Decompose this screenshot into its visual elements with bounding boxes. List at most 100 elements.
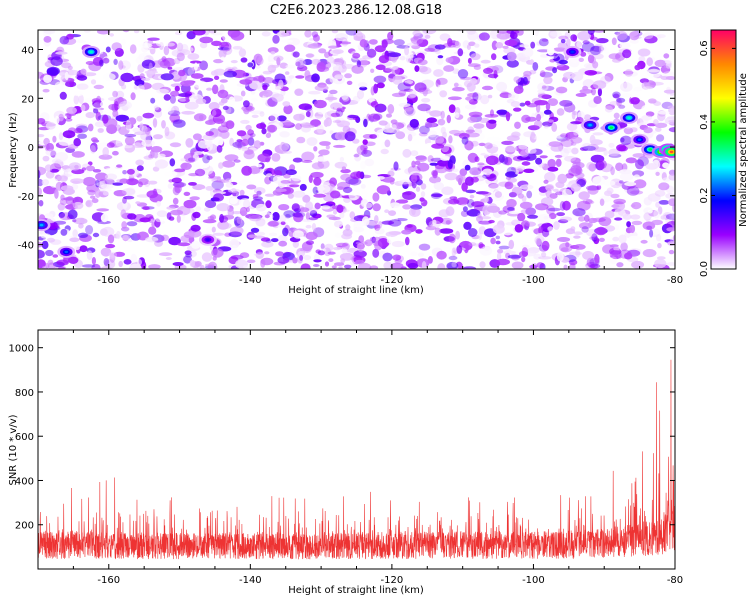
spectrogram-cell: [575, 172, 585, 179]
spectrogram-cell: [633, 179, 647, 189]
spectrogram-cell: [373, 83, 378, 94]
spectrogram-cell: [177, 93, 192, 97]
spectrogram-cell: [155, 216, 165, 223]
spectrogram-cell: [87, 123, 94, 132]
spectrogram-cell: [630, 204, 636, 208]
spectrogram-cell: [268, 232, 278, 236]
spectrogram-cell: [655, 122, 668, 128]
spectrogram-cell: [239, 206, 248, 217]
spectrogram-cell: [547, 119, 554, 123]
spectrogram-cell: [513, 85, 524, 95]
spectrogram-hotspot: [648, 148, 652, 151]
spectrogram-cell: [439, 228, 454, 234]
spectrogram-cell: [325, 145, 330, 150]
spectrogram-cell: [112, 109, 119, 118]
spectrogram-cell: [405, 236, 410, 246]
spectrogram-cell: [57, 202, 66, 211]
spectrogram-cell: [547, 166, 559, 172]
spectrogram-cell: [517, 155, 531, 161]
spectrogram-cell: [279, 214, 287, 223]
spectrogram-cell: [485, 155, 499, 166]
spectrogram-cell: [542, 228, 550, 238]
spectrogram-cell: [471, 132, 485, 141]
spectrogram-cell: [543, 109, 552, 115]
spectrogram-cell: [460, 210, 469, 218]
spectrogram-cell: [253, 187, 266, 195]
spectrogram-cell: [176, 214, 181, 223]
spectrogram-cell: [614, 208, 626, 219]
spectrogram-cell: [541, 38, 549, 42]
spectrogram-cell: [311, 162, 325, 170]
spectrogram-cell: [520, 208, 535, 215]
spectrogram-cell: [211, 40, 222, 47]
spectrogram-cell: [392, 254, 402, 261]
spectrogram-cell: [304, 30, 312, 38]
spectrogram-cell: [588, 217, 598, 224]
spectrogram-cell: [172, 119, 186, 128]
spectrogram-cell: [333, 262, 345, 266]
spectrogram-cell: [364, 239, 373, 247]
spectrogram-cell: [418, 132, 428, 137]
spectrogram-cell: [507, 207, 515, 211]
spectrogram-cell: [243, 150, 255, 160]
spectrogram-cell: [332, 49, 344, 54]
spectrogram-cell: [279, 131, 290, 138]
spectrogram-cell: [292, 240, 299, 248]
spectrogram-cell: [218, 222, 232, 229]
spectrogram-cell: [572, 34, 577, 43]
spectrogram-cell: [45, 171, 55, 179]
spectrogram-cell: [148, 62, 153, 72]
spectrogram-cell: [624, 69, 633, 77]
spectrogram-cell: [309, 210, 318, 217]
spectrogram-cell: [261, 127, 267, 135]
spectrogram-cell: [438, 209, 450, 218]
spectrogram-cell: [614, 217, 623, 221]
spectrogram-cell: [560, 247, 569, 252]
spectrogram-cell: [207, 216, 215, 220]
spectrogram-cell: [105, 244, 116, 249]
spectrogram-cell: [583, 114, 592, 121]
spectrogram-cell: [475, 191, 489, 195]
spectrogram-cell: [467, 92, 479, 98]
spectrogram-cell: [169, 142, 182, 148]
spectrogram-cell: [496, 81, 508, 92]
spectrogram-cell: [370, 101, 379, 108]
spectrogram-cell: [313, 259, 322, 263]
spectrogram-cell: [471, 170, 479, 175]
spectrogram-cell: [474, 128, 483, 135]
spectrogram-cell: [187, 53, 200, 60]
spectrogram-cell: [551, 122, 558, 132]
spectrogram-cell: [495, 235, 500, 240]
spectrogram-cell: [449, 129, 461, 135]
spectrogram-cell: [85, 112, 95, 119]
spectrogram-cell: [344, 131, 356, 142]
spectrogram-cell: [391, 240, 405, 248]
spectrogram-cell: [378, 221, 383, 229]
spectrogram-cell: [307, 43, 322, 49]
spectrogram-cell: [266, 173, 273, 178]
spectrogram-cell: [473, 123, 485, 129]
spectrogram-cell: [514, 224, 524, 233]
spectrogram-cell: [505, 176, 512, 180]
spectrogram-cell: [534, 100, 548, 106]
spectrogram-cell: [582, 145, 596, 151]
spectrogram-cell: [280, 180, 291, 184]
spectrogram-cell: [100, 247, 112, 257]
spectrogram-cell: [353, 250, 367, 258]
spectrogram-cell: [126, 178, 139, 186]
spectrogram-cell: [124, 143, 136, 153]
spectrogram-cell: [271, 64, 280, 68]
spectrogram-cell: [556, 237, 571, 242]
spectrogram-cell: [301, 151, 315, 162]
spectrogram-cell: [355, 259, 365, 265]
spectrogram-cell: [353, 153, 360, 158]
y-tick-label: 0: [28, 143, 34, 154]
spectrogram-cell: [543, 215, 549, 220]
spectrogram-cell: [496, 252, 502, 261]
spectrogram-cell: [521, 247, 529, 258]
spectrogram-cell: [545, 184, 555, 192]
spectrogram-cell: [59, 91, 67, 100]
spectrogram-cell: [521, 256, 526, 263]
spectrogram-cell: [328, 216, 341, 221]
spectrogram-cell: [292, 190, 306, 198]
